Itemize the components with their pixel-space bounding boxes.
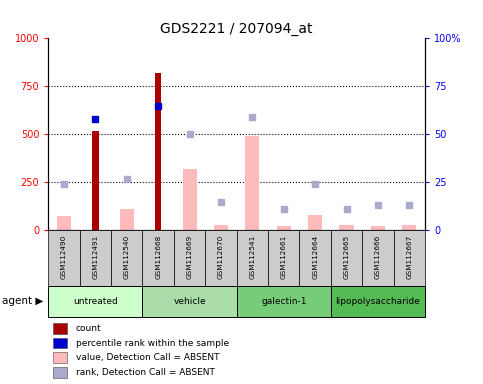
Bar [48, 230, 80, 286]
Bar [237, 286, 331, 317]
Bar [111, 230, 142, 286]
Bar [268, 230, 299, 286]
Bar [155, 73, 161, 230]
Bar [48, 286, 142, 317]
Bar [308, 215, 322, 230]
Bar [57, 216, 71, 230]
Text: GSM112668: GSM112668 [155, 235, 161, 279]
Text: untreated: untreated [73, 297, 118, 306]
Bar [237, 230, 268, 286]
Bar [214, 225, 228, 230]
Text: rank, Detection Call = ABSENT: rank, Detection Call = ABSENT [76, 368, 215, 377]
Bar [183, 169, 197, 230]
Text: GSM112669: GSM112669 [186, 235, 193, 279]
Bar [53, 353, 68, 363]
Bar [53, 323, 68, 334]
Bar [142, 230, 174, 286]
Text: GSM112670: GSM112670 [218, 235, 224, 279]
Bar [277, 225, 291, 230]
Text: count: count [76, 324, 101, 333]
Bar [331, 230, 362, 286]
Bar [53, 338, 68, 348]
Text: percentile rank within the sample: percentile rank within the sample [76, 339, 229, 348]
Text: value, Detection Call = ABSENT: value, Detection Call = ABSENT [76, 353, 219, 362]
Text: GSM112491: GSM112491 [92, 235, 99, 279]
Bar [331, 286, 425, 317]
Text: GSM112664: GSM112664 [312, 235, 318, 279]
Text: vehicle: vehicle [173, 297, 206, 306]
Text: lipopolysaccharide: lipopolysaccharide [336, 297, 420, 306]
Bar [362, 230, 394, 286]
Title: GDS2221 / 207094_at: GDS2221 / 207094_at [160, 22, 313, 36]
Text: GSM112665: GSM112665 [343, 235, 350, 279]
Text: GSM112490: GSM112490 [61, 235, 67, 279]
Bar [394, 230, 425, 286]
Bar [53, 367, 68, 378]
Bar [402, 225, 416, 230]
Text: GSM112661: GSM112661 [281, 235, 287, 279]
Bar [245, 136, 259, 230]
Text: GSM112667: GSM112667 [406, 235, 412, 279]
Bar [205, 230, 237, 286]
Bar [340, 225, 354, 230]
Text: GSM112540: GSM112540 [124, 235, 130, 279]
Bar [80, 230, 111, 286]
Bar [92, 131, 99, 230]
Text: galectin-1: galectin-1 [261, 297, 307, 306]
Bar [142, 286, 237, 317]
Text: GSM112541: GSM112541 [249, 235, 256, 279]
Bar [174, 230, 205, 286]
Text: GSM112666: GSM112666 [375, 235, 381, 279]
Bar [120, 209, 134, 230]
Bar [299, 230, 331, 286]
Bar [371, 225, 385, 230]
Text: agent ▶: agent ▶ [2, 296, 44, 306]
